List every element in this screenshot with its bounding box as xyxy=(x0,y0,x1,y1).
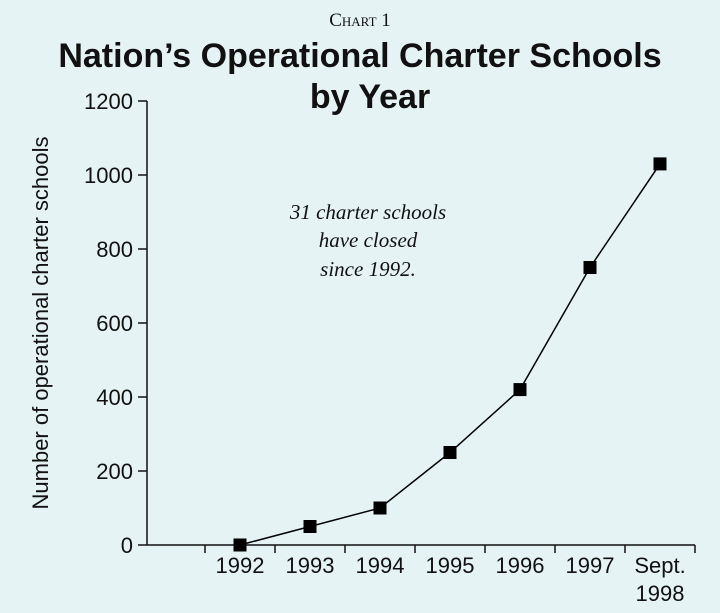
marker xyxy=(653,157,667,171)
marker xyxy=(443,446,457,459)
chart-kicker: Chart 1 xyxy=(329,10,391,31)
y-tick-label: 0 xyxy=(121,533,133,558)
x-tick-label: 1997 xyxy=(566,553,615,578)
y-tick-label: 1200 xyxy=(84,89,133,114)
marker xyxy=(583,261,597,274)
x-tick-label: Sept. 1998 xyxy=(634,553,685,606)
annotation: have closed xyxy=(319,228,418,252)
annotation: since 1992. xyxy=(320,257,416,281)
x-tick-label: 1995 xyxy=(426,553,475,578)
marker xyxy=(513,383,527,397)
marker xyxy=(303,520,317,533)
y-tick-label: 600 xyxy=(96,311,133,336)
x-tick-label: 1994 xyxy=(356,553,405,578)
y-tick-label: 200 xyxy=(96,459,133,484)
annotation: 31 charter schools xyxy=(289,200,446,224)
x-tick-label: 1992 xyxy=(216,553,265,578)
y-tick-label: 800 xyxy=(96,237,133,262)
chart-title: Nation’s Operational Charter Schools xyxy=(58,37,661,75)
x-tick-label: 1996 xyxy=(496,553,545,578)
marker xyxy=(373,501,387,515)
marker xyxy=(233,538,247,552)
y-tick-label: 400 xyxy=(96,385,133,410)
x-tick-label: 1993 xyxy=(286,553,335,578)
chart-title: by Year xyxy=(310,78,430,116)
y-tick-label: 1000 xyxy=(84,163,133,188)
y-axis-label: Number of operational charter schools xyxy=(28,137,53,510)
